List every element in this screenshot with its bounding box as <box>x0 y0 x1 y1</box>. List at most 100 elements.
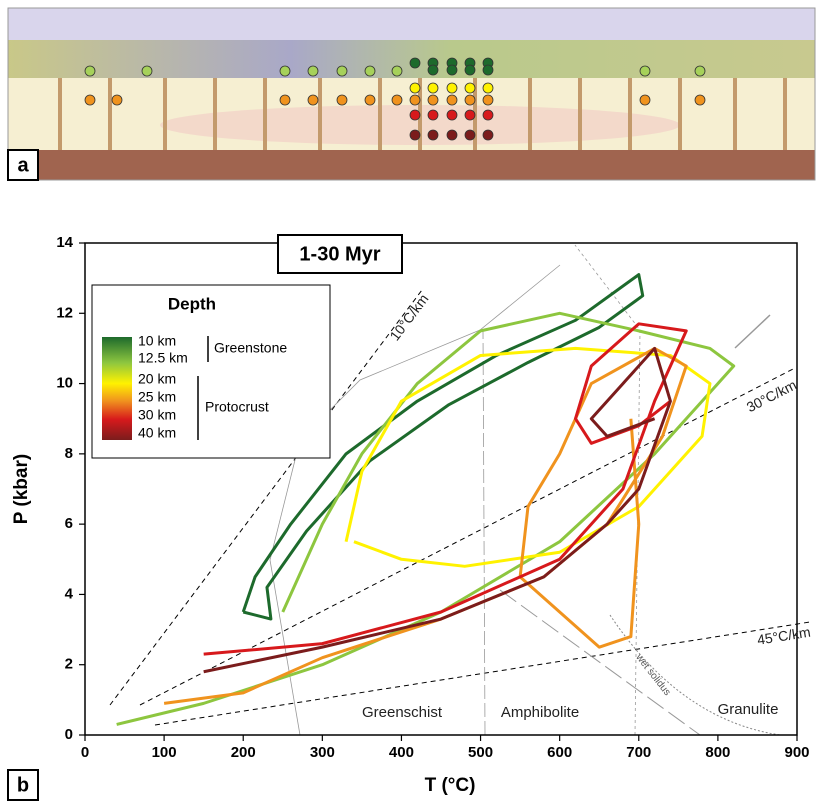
column <box>733 78 737 150</box>
y-tick-label: 12 <box>56 304 73 321</box>
tracer <box>364 94 376 106</box>
tracer <box>464 94 476 106</box>
tracer <box>409 57 421 69</box>
tracer <box>307 65 319 77</box>
column <box>318 78 322 150</box>
color-bar <box>102 337 132 440</box>
tracer <box>409 109 421 121</box>
annotation: 45°C/km <box>756 624 812 648</box>
panel-label: a <box>17 154 29 176</box>
y-tick-label: 2 <box>65 656 73 673</box>
annotation: 10°C/km <box>386 291 431 344</box>
column <box>163 78 167 150</box>
y-axis-label: P (kbar) <box>11 454 32 524</box>
facies-boundary <box>574 244 641 736</box>
legend-label: 12.5 km <box>138 350 188 366</box>
legend-group: Protocrust <box>205 399 269 415</box>
legend-label: 30 km <box>138 407 176 423</box>
chart-title: 1-30 Myr <box>299 243 380 265</box>
tracer <box>409 94 421 106</box>
tracer <box>464 82 476 94</box>
panel-label-box <box>7 769 39 801</box>
x-axis-label: T (°C) <box>425 775 476 796</box>
panel-label-b: b <box>7 769 39 801</box>
annotation: Amphibolite <box>501 704 579 721</box>
tracer <box>409 82 421 94</box>
title-box: 1-30 Myr <box>277 234 403 274</box>
pt-path <box>203 346 672 674</box>
tracer <box>427 109 439 121</box>
column <box>783 78 787 150</box>
facies-boundary <box>734 314 771 349</box>
tracer <box>482 129 494 141</box>
legend-label: 40 km <box>138 425 176 441</box>
tracer <box>482 94 494 106</box>
tracer <box>391 94 403 106</box>
tracer <box>446 64 458 76</box>
title-frame <box>277 234 403 274</box>
model-section <box>7 7 816 181</box>
tracer <box>84 65 96 77</box>
tracer <box>427 64 439 76</box>
pt-path <box>344 346 712 568</box>
panel-label: b <box>17 774 29 796</box>
pt-paths <box>116 273 736 726</box>
tracer <box>427 94 439 106</box>
column <box>378 78 382 150</box>
column <box>58 78 62 150</box>
tracer <box>694 94 706 106</box>
section-frame <box>7 7 816 181</box>
annotation: Greenschist <box>362 704 443 721</box>
tracer <box>482 64 494 76</box>
tracer <box>141 65 153 77</box>
y-tick-label: 4 <box>65 585 74 602</box>
tracer <box>307 94 319 106</box>
panel-label-box <box>7 149 39 181</box>
x-tick-label: 700 <box>626 744 651 761</box>
y-tick-label: 10 <box>56 375 73 392</box>
x-tick-label: 800 <box>705 744 730 761</box>
y-tick-label: 0 <box>65 726 73 743</box>
x-tick-label: 500 <box>468 744 493 761</box>
y-tick-label: 8 <box>65 445 73 462</box>
tracer <box>279 65 291 77</box>
tracer <box>409 129 421 141</box>
facies-boundary <box>482 329 486 736</box>
column <box>528 78 532 150</box>
plot-frame <box>84 242 798 736</box>
y-tick-label: 6 <box>65 515 73 532</box>
tracer <box>446 109 458 121</box>
x-tick-label: 900 <box>784 744 809 761</box>
x-tick-label: 200 <box>231 744 256 761</box>
tracer <box>364 65 376 77</box>
legend-label: 25 km <box>138 389 176 405</box>
legend: Depth Greenstone Protocrust <box>91 284 331 459</box>
panel-label-a: a <box>7 149 39 181</box>
tracer <box>336 65 348 77</box>
column <box>213 78 217 150</box>
tracer <box>694 65 706 77</box>
legend-group: Greenstone <box>214 340 287 356</box>
x-tick-label: 600 <box>547 744 572 761</box>
mantle-layer <box>8 150 815 180</box>
column <box>263 78 267 150</box>
annotation: Granulite <box>718 701 779 718</box>
column <box>628 78 632 150</box>
legend-title: Depth <box>168 294 216 313</box>
tracer <box>427 82 439 94</box>
tracer <box>639 65 651 77</box>
x-tick-label: 100 <box>152 744 177 761</box>
column <box>678 78 682 150</box>
tracer <box>336 94 348 106</box>
tracer <box>482 109 494 121</box>
tracer <box>446 82 458 94</box>
tracer <box>446 129 458 141</box>
legend-label: 20 km <box>138 371 176 387</box>
tracer <box>391 65 403 77</box>
sky-layer <box>8 8 815 42</box>
tracer <box>111 94 123 106</box>
facies-boundary <box>499 589 701 736</box>
tracer <box>279 94 291 106</box>
